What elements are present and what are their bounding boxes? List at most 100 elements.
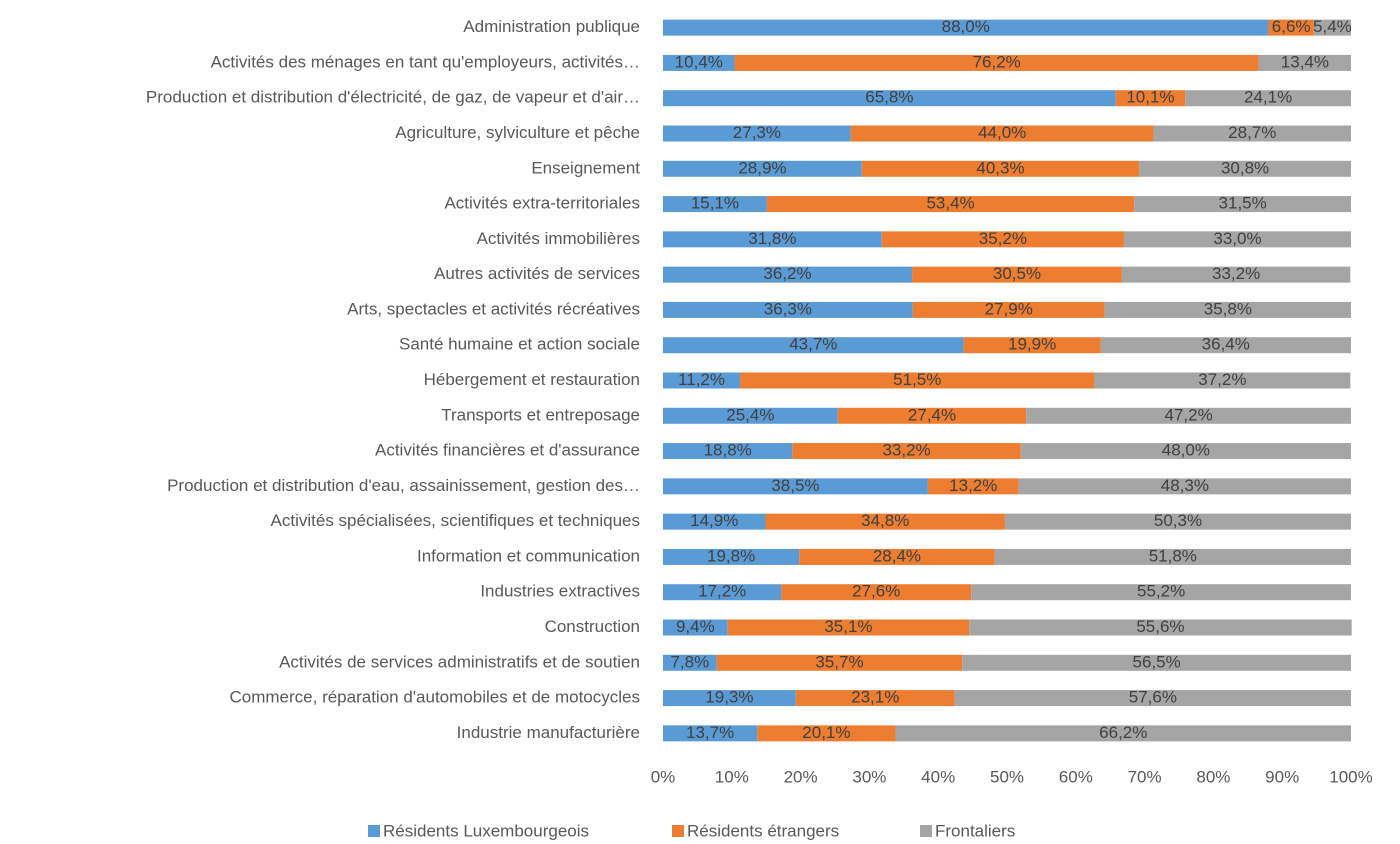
bar-segment (962, 654, 1351, 671)
value-label: 24,1% (1244, 88, 1292, 107)
bar-segment (792, 443, 1021, 460)
bar-segment (1123, 231, 1351, 248)
value-label: 23,1% (851, 688, 899, 707)
bar-segment (663, 301, 913, 318)
bar-segment (795, 690, 955, 707)
bar-segment (781, 584, 972, 601)
bar-segment (1094, 372, 1351, 389)
bar-segment (971, 584, 1351, 601)
legend-label: Résidents étrangers (687, 821, 839, 840)
x-tick-label: 10% (715, 767, 749, 786)
bar-segment (663, 619, 728, 636)
bar-segment (837, 407, 1027, 424)
category-label: Agriculture, sylviculture et pêche (395, 123, 640, 142)
value-label: 44,0% (978, 123, 1026, 142)
value-label: 37,2% (1198, 370, 1246, 389)
category-label: Construction (545, 617, 640, 636)
bar-segment (881, 231, 1124, 248)
bar-segment (663, 90, 1116, 107)
value-label: 17,2% (698, 582, 746, 601)
category-label: Activités des ménages en tant qu'employe… (211, 52, 640, 71)
category-label: Industrie manufacturière (457, 723, 640, 742)
bar-segment (1268, 19, 1314, 36)
bar-segment (954, 690, 1351, 707)
value-label: 28,7% (1228, 123, 1276, 142)
value-label: 5,4% (1313, 17, 1352, 36)
value-label: 7,8% (670, 652, 709, 671)
x-tick-label: 30% (852, 767, 886, 786)
bar-segment (1004, 513, 1351, 530)
value-label: 50,3% (1154, 511, 1202, 530)
value-label: 47,2% (1165, 405, 1213, 424)
bar-segment (1153, 125, 1351, 142)
bar-segment (757, 725, 896, 742)
value-label: 13,4% (1281, 52, 1329, 71)
bar-segment (663, 548, 800, 565)
value-label: 55,2% (1137, 582, 1185, 601)
bar-segment (912, 266, 1122, 283)
value-label: 25,4% (726, 405, 774, 424)
value-label: 27,9% (985, 299, 1033, 318)
bar-segment (1115, 90, 1186, 107)
bar-segment (663, 725, 758, 742)
x-tick-label: 80% (1196, 767, 1230, 786)
bar-segment (663, 443, 793, 460)
bar-segment (663, 513, 766, 530)
bar-segment (1134, 196, 1351, 213)
category-label: Production et distribution d'eau, assain… (167, 476, 640, 495)
x-tick-label: 40% (921, 767, 955, 786)
bar-segment (716, 654, 963, 671)
value-label: 57,6% (1129, 688, 1177, 707)
bar-segment (850, 125, 1154, 142)
bar-segment (663, 478, 928, 495)
category-label: Administration publique (463, 17, 640, 36)
value-label: 36,4% (1202, 335, 1250, 354)
value-label: 33,0% (1213, 229, 1261, 248)
bar-segment (1185, 90, 1351, 107)
value-label: 15,1% (691, 194, 739, 213)
bar-segment (1258, 54, 1351, 71)
value-label: 20,1% (802, 723, 850, 742)
legend-swatch (368, 825, 380, 837)
value-label: 19,8% (707, 546, 755, 565)
value-label: 88,0% (942, 17, 990, 36)
bar-segment (1020, 443, 1351, 460)
bar-segment (927, 478, 1019, 495)
bar-segment (663, 266, 913, 283)
bar-segment (799, 548, 995, 565)
bar-segment (663, 231, 882, 248)
category-label: Transports et entreposage (441, 405, 640, 424)
bar-segment (1313, 19, 1351, 36)
category-label: Activités financières et d'assurance (375, 441, 640, 460)
bar-segment (1100, 337, 1351, 354)
legend-label: Frontaliers (935, 821, 1015, 840)
value-label: 48,0% (1162, 441, 1210, 460)
category-label: Information et communication (417, 546, 640, 565)
bar-segment (663, 654, 717, 671)
bar-segment (663, 372, 741, 389)
legend-label: Résidents Luxembourgeois (383, 821, 589, 840)
value-label: 66,2% (1099, 723, 1147, 742)
bar-segment (1018, 478, 1351, 495)
value-label: 19,9% (1008, 335, 1056, 354)
bar-segment (994, 548, 1351, 565)
x-tick-label: 100% (1329, 767, 1372, 786)
category-label: Activités extra-territoriales (444, 194, 640, 213)
category-label: Activités de services administratifs et … (279, 652, 640, 671)
category-label: Production et distribution d'électricité… (146, 88, 640, 107)
value-label: 10,4% (675, 52, 723, 71)
value-label: 33,2% (1212, 264, 1260, 283)
x-tick-label: 90% (1265, 767, 1299, 786)
bar-segment (663, 54, 735, 71)
value-label: 35,8% (1204, 299, 1252, 318)
category-label: Arts, spectacles et activités récréative… (347, 299, 640, 318)
value-label: 18,8% (704, 441, 752, 460)
bar-segment (663, 19, 1269, 36)
bar-segment (765, 513, 1005, 530)
bar-segment (1104, 301, 1351, 318)
value-label: 76,2% (973, 52, 1021, 71)
value-label: 30,8% (1221, 158, 1269, 177)
value-label: 36,3% (764, 299, 812, 318)
bar-segment (663, 125, 851, 142)
